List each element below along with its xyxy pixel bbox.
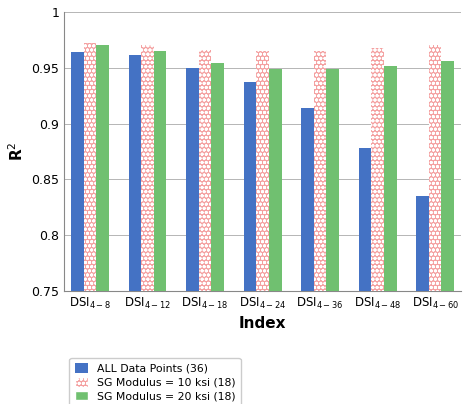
Bar	[96, 45, 109, 291]
Bar	[326, 69, 339, 291]
Bar	[314, 51, 326, 291]
Bar	[326, 69, 339, 291]
Bar	[96, 45, 109, 291]
Bar	[212, 63, 224, 291]
Bar	[71, 52, 84, 291]
X-axis label: Index: Index	[239, 316, 286, 331]
Bar	[186, 68, 199, 291]
Y-axis label: R$^2$: R$^2$	[7, 142, 26, 161]
Bar	[129, 55, 141, 291]
Bar	[243, 82, 256, 291]
Bar	[84, 43, 96, 291]
Bar	[358, 148, 371, 291]
Bar	[441, 61, 454, 291]
Bar	[441, 61, 454, 291]
Bar	[371, 48, 384, 291]
Bar	[269, 69, 282, 291]
Bar	[141, 45, 154, 291]
Bar	[269, 69, 282, 291]
Bar	[256, 51, 269, 291]
Bar	[154, 51, 167, 291]
Bar	[84, 43, 96, 291]
Bar	[384, 65, 396, 291]
Bar	[429, 45, 441, 291]
Bar	[384, 65, 396, 291]
Bar	[416, 196, 429, 291]
Bar	[141, 45, 154, 291]
Bar	[256, 51, 269, 291]
Bar	[154, 51, 167, 291]
Bar	[199, 50, 212, 291]
Bar	[199, 50, 212, 291]
Bar	[314, 51, 326, 291]
Legend: ALL Data Points (36), SG Modulus = 10 ksi (18), SG Modulus = 20 ksi (18): ALL Data Points (36), SG Modulus = 10 ks…	[69, 358, 241, 404]
Bar	[371, 48, 384, 291]
Bar	[212, 63, 224, 291]
Bar	[429, 45, 441, 291]
Bar	[301, 108, 314, 291]
